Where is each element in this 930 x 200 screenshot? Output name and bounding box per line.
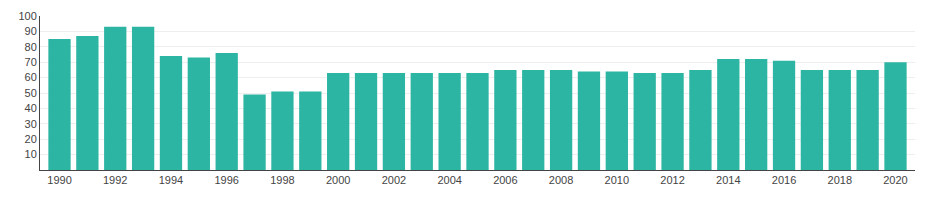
- svg-text:2002: 2002: [382, 174, 406, 186]
- svg-text:2012: 2012: [660, 174, 684, 186]
- svg-text:2004: 2004: [437, 174, 461, 186]
- svg-text:80: 80: [25, 41, 37, 53]
- svg-text:2020: 2020: [883, 174, 907, 186]
- svg-text:10: 10: [25, 148, 37, 160]
- svg-text:2000: 2000: [326, 174, 350, 186]
- svg-text:1992: 1992: [103, 174, 127, 186]
- svg-text:1994: 1994: [159, 174, 183, 186]
- svg-text:1998: 1998: [270, 174, 294, 186]
- svg-text:1990: 1990: [47, 174, 71, 186]
- svg-text:2006: 2006: [493, 174, 517, 186]
- svg-text:2016: 2016: [772, 174, 796, 186]
- svg-text:2014: 2014: [716, 174, 740, 186]
- svg-text:60: 60: [25, 71, 37, 83]
- svg-text:90: 90: [25, 25, 37, 37]
- svg-text:2010: 2010: [605, 174, 629, 186]
- svg-text:30: 30: [25, 118, 37, 130]
- svg-text:70: 70: [25, 56, 37, 68]
- svg-text:2018: 2018: [828, 174, 852, 186]
- svg-text:50: 50: [25, 87, 37, 99]
- svg-text:40: 40: [25, 102, 37, 114]
- svg-text:100: 100: [18, 10, 36, 22]
- svg-text:2008: 2008: [549, 174, 573, 186]
- svg-text:1996: 1996: [214, 174, 238, 186]
- svg-text:20: 20: [25, 133, 37, 145]
